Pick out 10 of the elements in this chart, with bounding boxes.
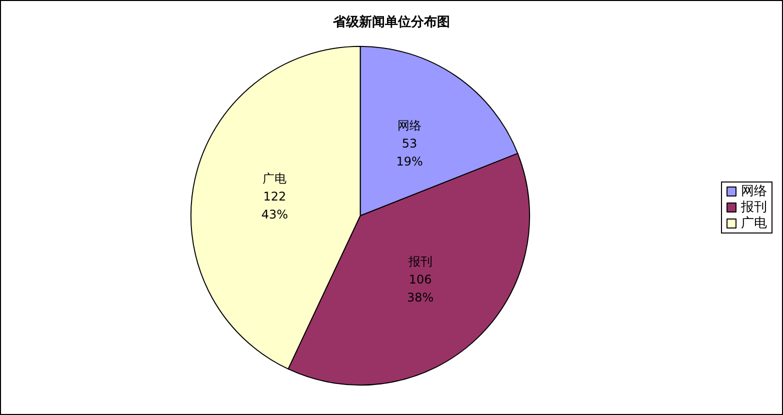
slice-label: 网络 <box>398 118 422 132</box>
data-label: 106 38% <box>406 272 434 305</box>
slice-label: 广电 <box>262 172 287 186</box>
data-label: 53 19% <box>396 136 423 168</box>
legend-label: 报刊 <box>740 200 767 215</box>
data-label: 122 43% <box>261 190 288 222</box>
legend-label: 广电 <box>741 216 767 231</box>
slice-label: 报刊 <box>407 254 432 269</box>
legend-label: 网络 <box>741 184 767 199</box>
chart-title: 省级新闻单位分布图 <box>332 14 450 30</box>
